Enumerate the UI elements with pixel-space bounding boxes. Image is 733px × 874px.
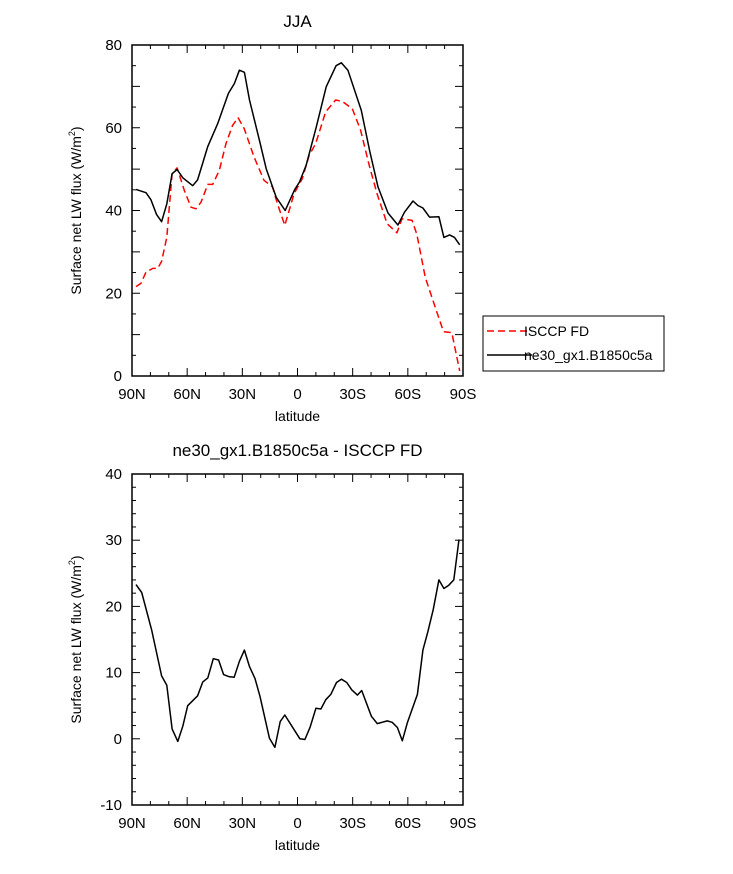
x-tick-label: 60S: [394, 386, 421, 403]
y-axis-label: Surface net LW flux (W/m2): [67, 555, 84, 723]
x-tick-label: 60N: [173, 815, 201, 832]
x-tick-label: 30S: [339, 815, 366, 832]
y-tick-label: 80: [105, 37, 122, 54]
x-tick-label: 90N: [118, 815, 146, 832]
chart-title: ne30_gx1.B1850c5a - ISCCP FD: [172, 441, 422, 460]
series-line-difference: [135, 539, 460, 749]
y-tick-label: 0: [114, 731, 122, 748]
y-axis-label: Surface net LW flux (W/m2): [67, 126, 84, 294]
legend-label-model: ne30_gx1.B1850c5a: [524, 347, 653, 363]
x-axis-label: latitude: [275, 408, 320, 424]
x-tick-label: 30S: [339, 386, 366, 403]
x-tick-label: 90S: [450, 386, 477, 403]
y-tick-label: 0: [114, 368, 122, 385]
y-tick-label: 40: [105, 466, 122, 483]
bottom-panel: ne30_gx1.B1850c5a - ISCCP FD 90N 60N 30N 0 30…: [67, 441, 476, 853]
legend-label-isccp: ISCCP FD: [524, 323, 589, 339]
x-axis-label: latitude: [275, 837, 320, 853]
legend: ISCCP FD ne30_gx1.B1850c5a: [482, 315, 665, 372]
y-tick-label: 20: [105, 285, 122, 302]
series-line-ne30-gx1-b1850c5a: [135, 62, 461, 246]
x-tick-label: 90N: [118, 386, 146, 403]
y-axis-label-text: Surface net LW flux (W/m: [68, 136, 84, 294]
y-tick-label: -10: [100, 797, 122, 814]
x-tick-label: 60S: [394, 815, 421, 832]
y-tick-label: 40: [105, 203, 122, 220]
y-axis-label-text: Surface net LW flux (W/m: [68, 565, 84, 723]
plot-frame: [131, 44, 464, 377]
x-tick-label: 0: [293, 815, 301, 832]
y-tick-label: 30: [105, 532, 122, 549]
chart-title: JJA: [283, 12, 312, 31]
y-axis-label-superscript: 2: [67, 131, 77, 136]
y-tick-label: 60: [105, 120, 122, 137]
x-tick-label: 0: [293, 386, 301, 403]
top-panel: JJA 90N 60N 30N 0 30S 60S 90S 0 20 40 60 80 latitude S…: [67, 12, 476, 424]
plot-frame: [131, 473, 464, 806]
x-tick-label: 60N: [173, 386, 201, 403]
y-axis-label-superscript: 2: [67, 560, 77, 565]
y-tick-label: 10: [105, 665, 122, 682]
x-tick-label: 30N: [229, 386, 257, 403]
legend-box: [482, 315, 665, 372]
x-tick-label: 30N: [229, 815, 257, 832]
y-tick-label: 20: [105, 598, 122, 615]
series-line-isccp-fd: [135, 99, 461, 372]
y-axis-label-end: ): [68, 555, 84, 560]
x-tick-label: 90S: [450, 815, 477, 832]
y-axis-label-end: ): [68, 126, 84, 131]
